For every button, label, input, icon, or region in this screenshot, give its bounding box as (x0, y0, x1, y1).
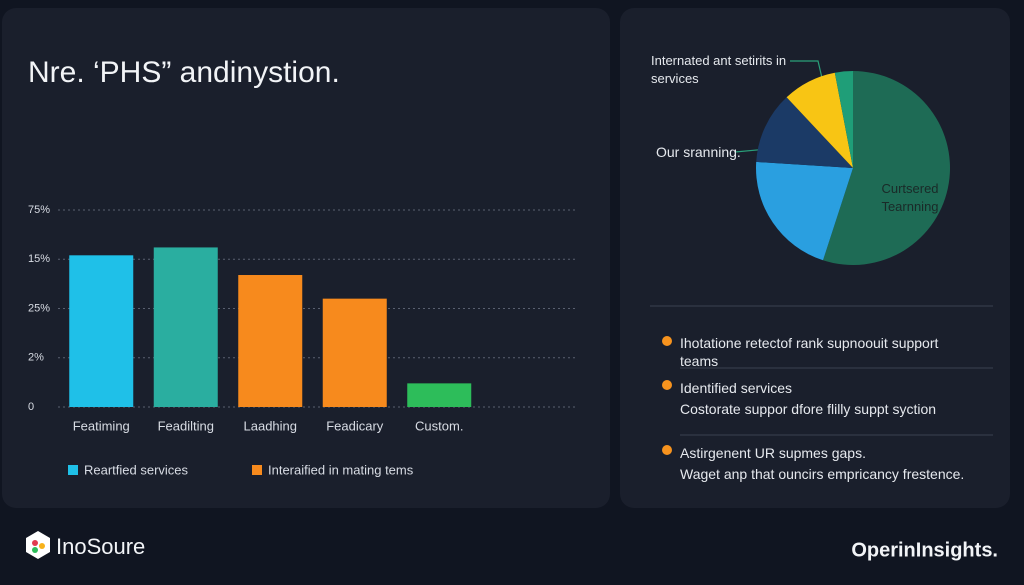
pie-slice (823, 71, 950, 265)
pie-slice (756, 97, 853, 168)
y-tick-label: 25% (28, 302, 50, 314)
bullet (662, 445, 672, 455)
legend-label: Reartfied services (84, 462, 189, 477)
footer-brand: OperinInsights. (851, 539, 998, 561)
bullet (662, 336, 672, 346)
x-tick-label: Custom. (415, 418, 463, 433)
logo-icon (26, 531, 50, 559)
pie-label: Internated ant setirits in services (651, 53, 787, 86)
list-item-text: Costorate suppor dfore flilly suppt syct… (680, 401, 937, 417)
legend-swatch (252, 465, 262, 475)
x-tick-label: Feadicary (326, 418, 384, 433)
y-tick-label: 15% (28, 253, 50, 265)
list-item-title: Identified services (680, 380, 793, 396)
bar (407, 383, 472, 407)
x-tick-label: Featiming (73, 418, 130, 433)
pie-slice (755, 161, 853, 261)
list-item-text: Waget anp that ouncirs empricancy freste… (680, 466, 965, 482)
legend-label: Interaified in mating tems (268, 462, 414, 477)
brand: InoSoure (56, 534, 145, 559)
bullet (662, 380, 672, 390)
bar (238, 275, 303, 407)
list-item-title: Ihotatione retectof rank supnoouit suppo… (680, 335, 939, 369)
pie-label: Our sranning. (656, 144, 741, 160)
bar (69, 255, 134, 407)
y-tick-label: 0 (28, 401, 34, 413)
leader-line (790, 60, 823, 79)
list-item-title: Astirgenent UR supmes gaps. (680, 445, 866, 461)
legend-swatch (68, 465, 78, 475)
pie-slice (786, 72, 853, 168)
y-tick-label: 2% (28, 352, 44, 364)
bar (322, 298, 387, 407)
bar (153, 247, 218, 407)
pie-slice (834, 71, 853, 168)
x-tick-label: Feadilting (158, 418, 214, 433)
pie-label: Curtsered Tearnning (881, 181, 939, 214)
chart-title: Nre. ‘PHS” andinystion. (28, 56, 340, 89)
x-tick-label: Laadhing (244, 418, 298, 433)
y-tick-label: 75% (28, 204, 50, 216)
